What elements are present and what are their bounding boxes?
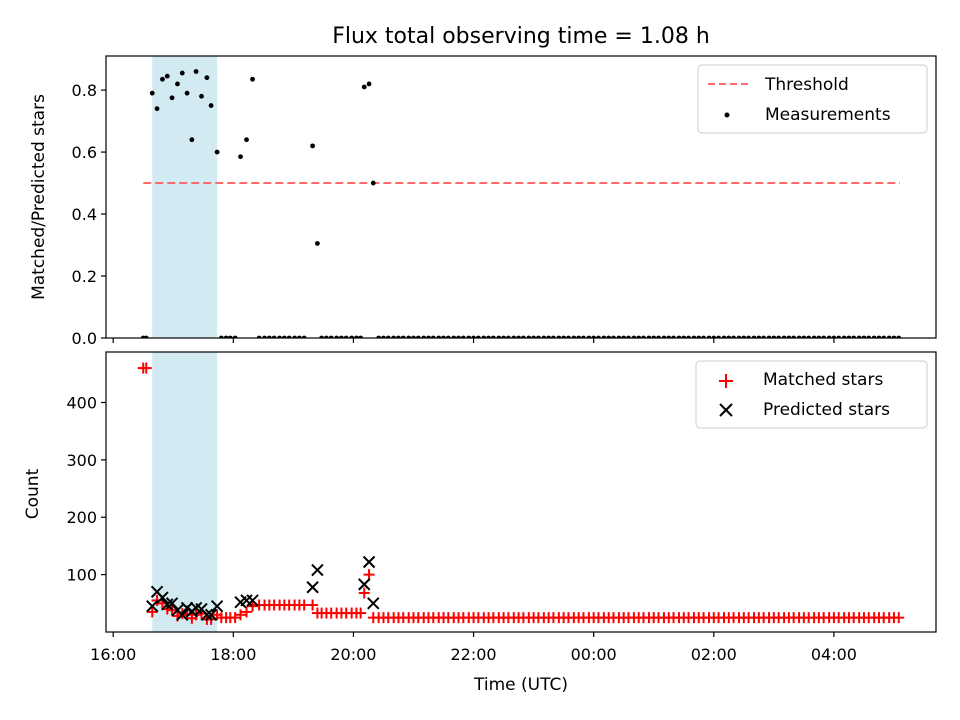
measurement-point: [214, 149, 220, 155]
measurement-point: [361, 84, 367, 90]
measurements-legend-swatch: [724, 112, 730, 118]
bottom-y-tick-label: 300: [66, 451, 97, 470]
top-y-tick-label: 0.4: [72, 205, 97, 224]
measurement-point: [208, 103, 214, 108]
top-y-tick-label: 0.2: [72, 267, 97, 286]
matched-star-point: [358, 587, 370, 599]
measurement-point: [193, 69, 199, 74]
predicted-star-point: [210, 599, 224, 613]
measurement-point: [175, 81, 180, 87]
bottom-x-tick-label: 02:00: [691, 645, 737, 664]
top-y-tick-label: 0.8: [72, 81, 97, 100]
matched-star-point: [140, 362, 152, 374]
predicted-stars-legend-label: Predicted stars: [763, 400, 890, 420]
predicted-star-point: [367, 597, 380, 610]
measurement-point: [310, 143, 315, 149]
predicted-stars-series: [146, 555, 380, 621]
figure-title: Flux total observing time = 1.08 h: [332, 24, 710, 49]
bottom-x-tick-label: 20:00: [330, 645, 376, 664]
bottom-panel: 100 200 300 400 16:00 18:00 20:00 22:00 00:00 02…: [23, 351, 937, 695]
matched-star-point: [247, 600, 259, 612]
measurement-point: [315, 241, 320, 246]
predicted-stars-legend-swatch: [719, 403, 733, 417]
predicted-star-point: [362, 555, 376, 569]
matched-star-point: [146, 606, 158, 618]
matched-star-point: [355, 607, 367, 619]
bottom-y-tick-label: 100: [66, 566, 97, 585]
top-legend-box: [697, 64, 928, 134]
bottom-shaded-region: [152, 352, 218, 632]
predicted-star-point: [204, 608, 218, 621]
measurement-point: [160, 76, 165, 82]
bottom-shaded-band: [152, 352, 218, 632]
top-legend: Threshold Measurements: [697, 64, 928, 134]
predicted-star-point: [165, 597, 179, 610]
matched-star-point: [893, 612, 905, 624]
top-y-tick-label: 0.6: [72, 143, 97, 162]
matched-stars-series: [137, 362, 905, 625]
top-axes-frame: [105, 55, 937, 339]
bottom-x-tick-label: 16:00: [90, 645, 136, 664]
predicted-star-point: [176, 608, 189, 621]
predicted-star-point: [306, 581, 319, 594]
measurement-point: [189, 137, 195, 143]
predicted-star-point: [156, 591, 169, 604]
bottom-y-axis: 100 200 300 400: [66, 393, 106, 585]
matched-star-point: [241, 606, 253, 618]
bottom-x-tick-label: 04:00: [811, 645, 857, 664]
bottom-x-axis: 16:00 18:00 20:00 22:00 00:00 02:00 04:00: [90, 632, 857, 664]
measurement-point: [169, 95, 175, 101]
predicted-star-point: [358, 578, 371, 591]
top-y-axis: 0.0 0.2 0.4 0.6 0.8: [72, 81, 106, 348]
matched-star-point: [235, 609, 247, 621]
measurements-legend-label: Measurements: [765, 105, 891, 125]
measurement-point: [154, 106, 160, 112]
top-panel: 0.00.20.40.60.8 Matched/Predicted stars …: [29, 55, 937, 348]
bottom-y-axis-label: Count: [23, 468, 43, 519]
bottom-y-tick-label: 400: [66, 393, 97, 412]
bottom-x-tick-label: 18:00: [210, 645, 256, 664]
measurement-point: [184, 90, 190, 96]
bottom-y-tick-label: 200: [66, 508, 97, 527]
bottom-legend: Matched stars Predicted stars: [695, 360, 928, 429]
bottom-x-axis-label: Time (UTC): [473, 675, 568, 695]
measurement-point: [149, 90, 155, 96]
matched-star-point: [307, 599, 319, 611]
threshold-legend-label: Threshold: [764, 75, 849, 95]
predicted-star-point: [146, 599, 159, 613]
matched-stars-legend-swatch: [719, 374, 733, 388]
bottom-x-tick-label: 00:00: [571, 645, 617, 664]
bottom-axes-frame: [105, 351, 937, 633]
predicted-star-point: [311, 563, 324, 577]
top-shaded-region: [152, 56, 218, 338]
bottom-x-tick-label: 22:00: [450, 645, 496, 664]
measurement-point: [204, 75, 210, 81]
predicted-star-point: [200, 608, 214, 621]
measurement-point: [179, 70, 185, 76]
top-y-axis-label: Matched/Predicted stars: [29, 94, 49, 300]
bottom-legend-box: [695, 360, 928, 429]
measurement-point: [250, 76, 255, 82]
measurement-point: [164, 73, 170, 79]
matched-stars-legend-label: Matched stars: [763, 370, 883, 390]
measurement-point: [238, 154, 243, 160]
top-shaded-band: [152, 56, 218, 338]
measurement-point: [199, 93, 204, 99]
measurement-point: [366, 81, 372, 87]
measurement-point: [370, 180, 376, 186]
top-x-axis: [112, 338, 835, 343]
measurement-point: [244, 137, 249, 143]
predicted-star-point: [246, 594, 259, 607]
top-y-tick-label: 0.0: [72, 329, 97, 348]
